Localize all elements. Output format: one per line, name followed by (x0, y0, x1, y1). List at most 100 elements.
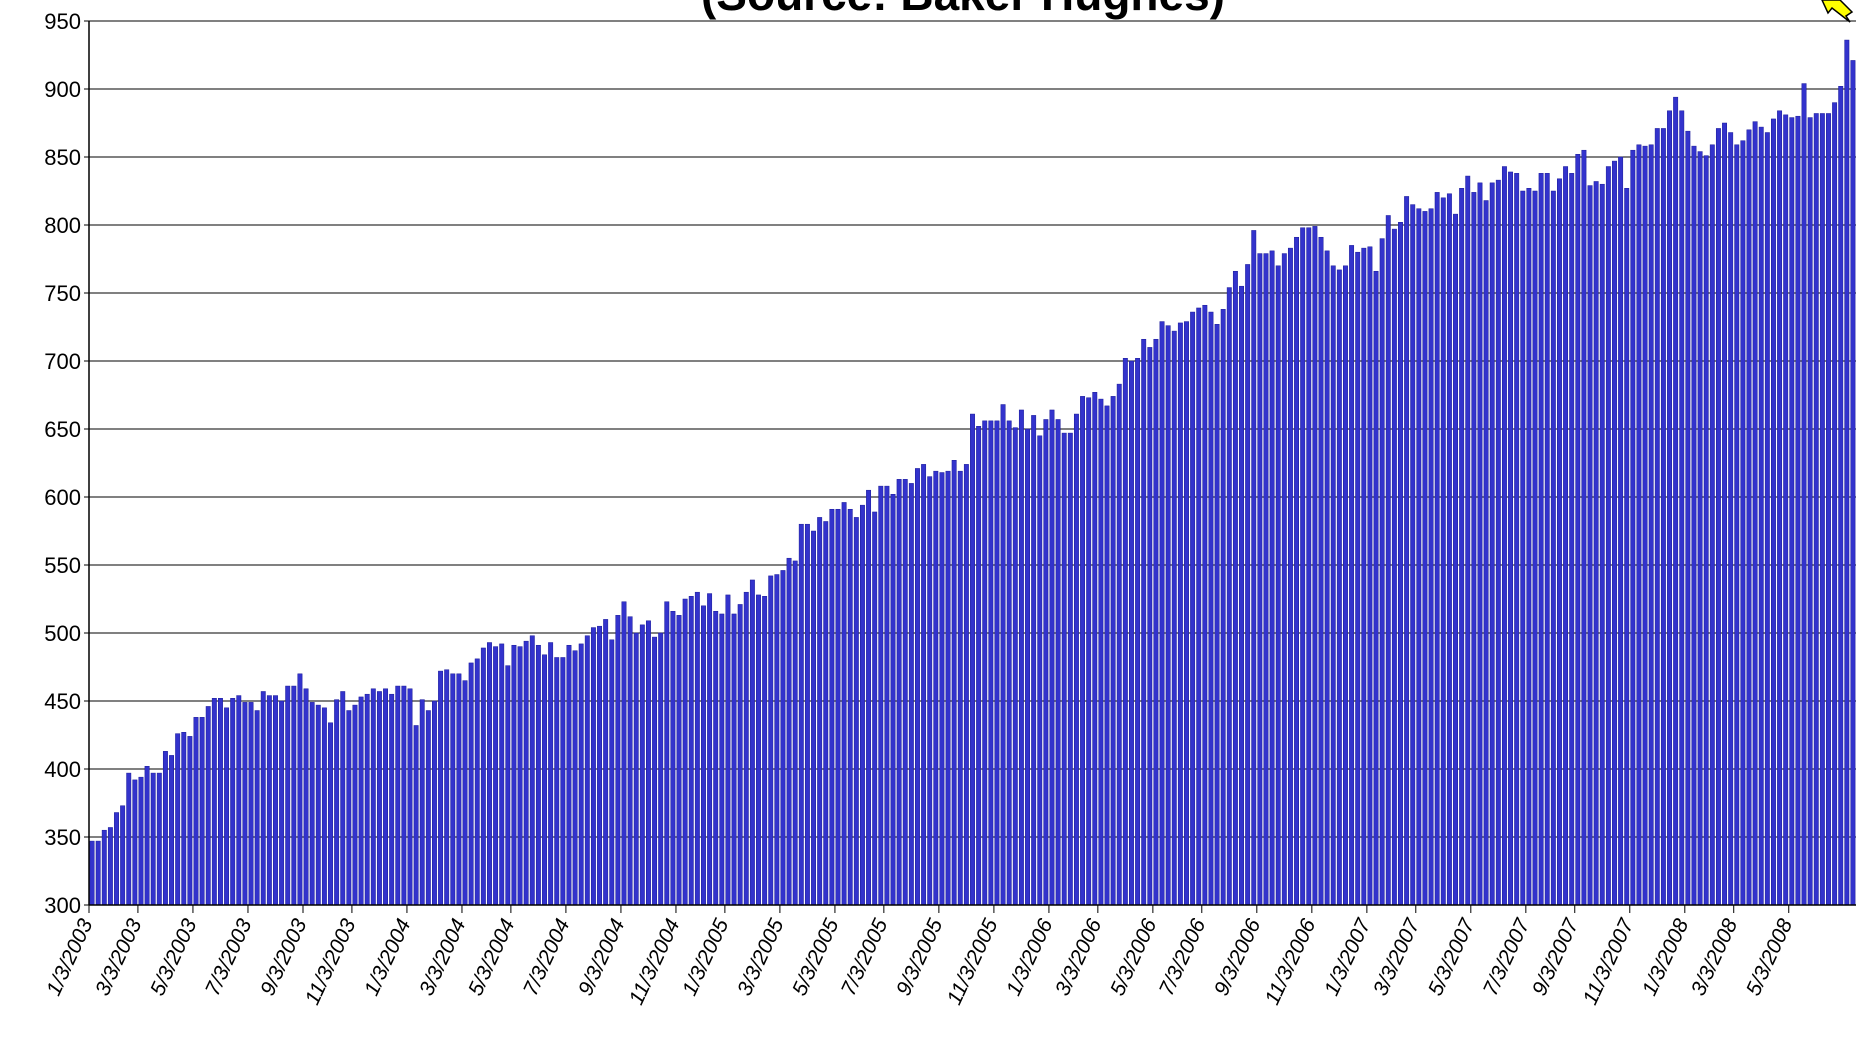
bar (927, 476, 933, 906)
bar (1642, 145, 1648, 906)
bar (566, 644, 572, 906)
bar (1257, 253, 1263, 906)
x-tick-label: 3/3/2008 (1687, 915, 1743, 999)
bar (963, 464, 969, 906)
bar (523, 640, 529, 906)
bar (1483, 200, 1489, 906)
bar (1673, 96, 1679, 906)
bar (120, 805, 126, 906)
x-tick-label: 11/3/2005 (943, 915, 1003, 1008)
bar (1080, 396, 1086, 906)
bar (1006, 420, 1012, 906)
y-tick-label: 700 (44, 349, 81, 374)
bar (1832, 102, 1838, 906)
x-tick-label: 7/3/2007 (1479, 914, 1535, 999)
y-tick-label: 900 (44, 77, 81, 102)
bar (315, 704, 321, 906)
bar (297, 673, 303, 906)
bar (792, 560, 798, 906)
bar (1049, 409, 1055, 906)
bar (1025, 428, 1030, 906)
bar (1544, 173, 1550, 906)
y-tick-label: 800 (44, 213, 81, 238)
bar (1703, 155, 1709, 906)
bar (1612, 160, 1617, 906)
bar (1715, 128, 1721, 906)
bar (1263, 253, 1269, 906)
bar (609, 639, 615, 906)
bar (328, 722, 333, 906)
y-tick-label: 950 (44, 9, 81, 34)
bar (248, 702, 254, 906)
x-tick-label: 5/3/2003 (146, 915, 202, 999)
bar (982, 420, 988, 906)
bar (1660, 128, 1666, 906)
x-tick-label: 11/3/2003 (301, 915, 361, 1008)
bar (376, 691, 382, 906)
bar (1110, 396, 1116, 906)
x-tick-label: 9/3/2003 (256, 915, 312, 999)
bar (1086, 397, 1092, 906)
bar (425, 710, 431, 906)
bar (1324, 250, 1330, 906)
bar (713, 610, 719, 906)
x-tick-label: 9/3/2005 (892, 915, 948, 999)
x-tick-label: 9/3/2007 (1528, 914, 1584, 999)
bar (199, 717, 205, 906)
bar (1550, 190, 1556, 906)
x-tick-label: 1/3/2008 (1638, 915, 1694, 999)
bar (1434, 192, 1440, 906)
x-tick-label: 5/3/2004 (464, 915, 519, 999)
bar (395, 685, 401, 906)
bar (1129, 360, 1134, 906)
bar (1104, 405, 1110, 906)
bar (535, 644, 541, 906)
bar (450, 673, 456, 906)
x-tick-label: 7/3/2003 (201, 915, 257, 999)
bar (358, 696, 364, 906)
bar (517, 646, 523, 906)
bar (1281, 253, 1287, 906)
bar (1771, 118, 1776, 906)
bar (1202, 304, 1208, 906)
bar (731, 613, 737, 906)
bar (1746, 129, 1752, 906)
bar (1251, 230, 1257, 906)
bar (1691, 145, 1697, 906)
bar (1404, 196, 1410, 906)
bar (1312, 226, 1318, 906)
bar (1287, 247, 1293, 906)
bar (1740, 140, 1746, 906)
bar (774, 574, 780, 906)
bar (921, 464, 927, 906)
bar (1697, 151, 1703, 906)
bar (542, 654, 547, 906)
bar (236, 695, 242, 906)
bar (1098, 398, 1104, 906)
bar (1245, 264, 1251, 906)
bar (853, 517, 859, 906)
bar (1373, 270, 1379, 906)
bar (664, 601, 670, 906)
bar (951, 460, 957, 906)
bar (364, 693, 370, 906)
x-tick-label: 3/3/2007 (1369, 914, 1425, 999)
bar (578, 643, 584, 906)
bar (1061, 432, 1067, 906)
bar (682, 598, 688, 906)
bar (95, 840, 101, 906)
bar (762, 596, 768, 906)
x-tick-label: 3/3/2005 (733, 915, 789, 999)
x-tick-label: 1/3/2006 (1002, 915, 1058, 999)
bar (218, 698, 223, 906)
bar (224, 707, 230, 906)
bar (1538, 173, 1544, 906)
bar (401, 685, 407, 906)
bar (817, 517, 823, 906)
bar (254, 710, 260, 906)
bar (383, 688, 388, 906)
bar (1758, 126, 1764, 906)
bar (321, 707, 327, 906)
bar (352, 704, 358, 906)
bar (1300, 227, 1306, 906)
